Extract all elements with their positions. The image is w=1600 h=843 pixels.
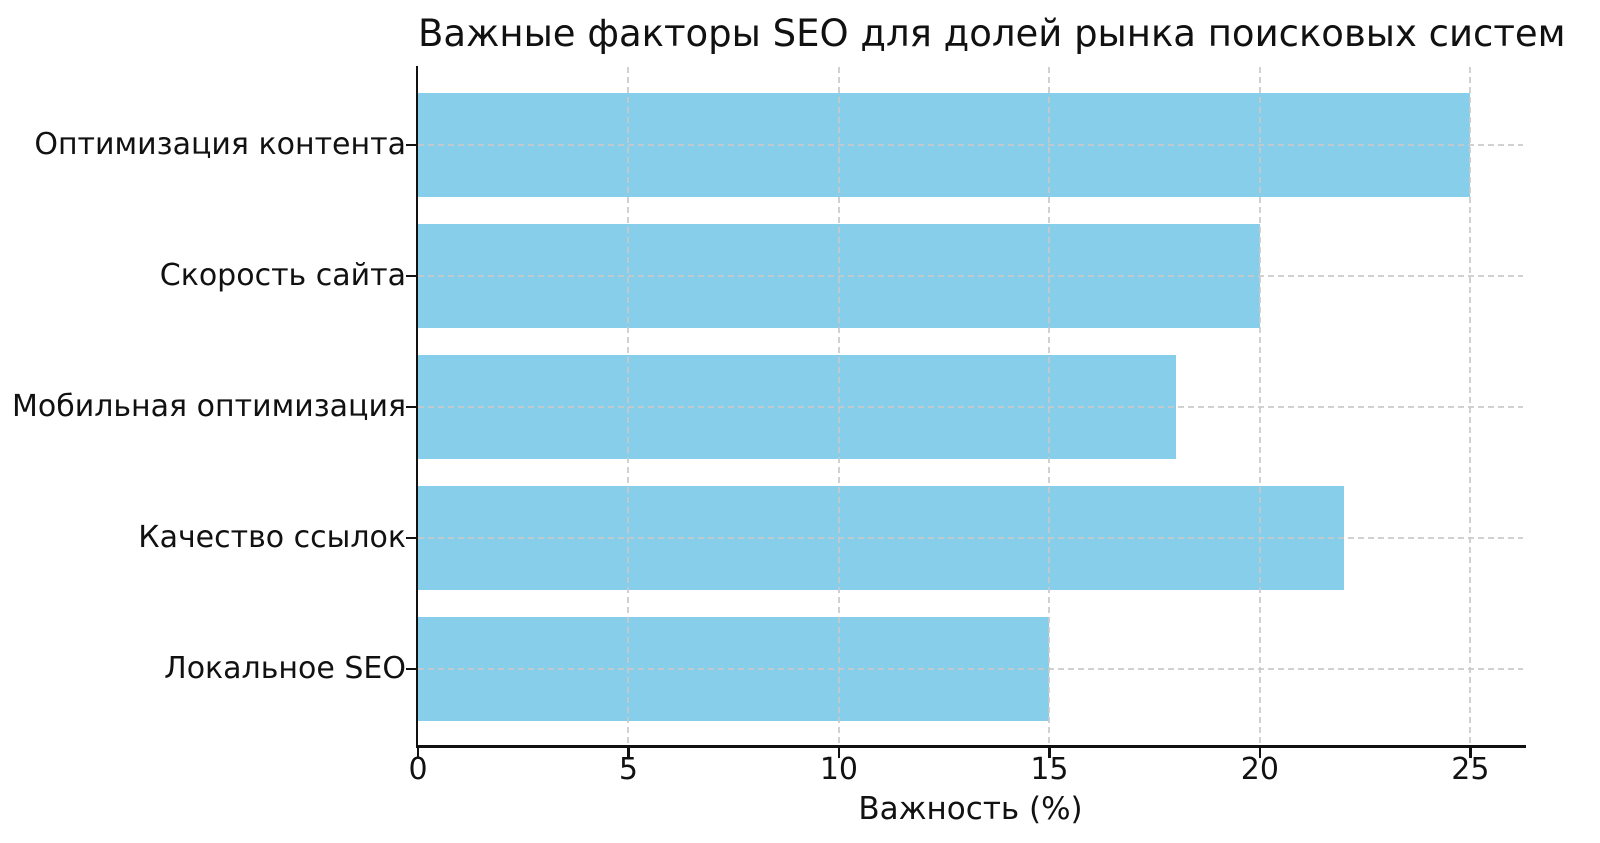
- x-tick-label: 5: [618, 752, 639, 787]
- y-tick-label: Качество ссылок: [138, 520, 406, 556]
- x-tick-label: 10: [819, 752, 859, 787]
- y-tick-mark: [405, 536, 416, 540]
- x-axis-label: Важность (%): [858, 791, 1083, 827]
- y-tick-label: Локальное SEO: [164, 651, 406, 687]
- y-tick-mark: [405, 667, 416, 671]
- h-gridline: [418, 668, 1523, 671]
- x-tick-label: 20: [1240, 752, 1279, 787]
- x-tick-label: 25: [1451, 752, 1490, 787]
- plot-area: [418, 67, 1523, 747]
- x-tick-mark: [1469, 747, 1472, 758]
- x-tick-mark: [627, 747, 630, 758]
- y-tick-label: Мобильная оптимизация: [11, 389, 406, 424]
- h-gridline: [418, 406, 1523, 408]
- x-tick-mark: [1258, 747, 1262, 758]
- x-tick-mark: [1048, 747, 1051, 758]
- y-tick-label: Скорость сайта: [159, 257, 406, 293]
- x-axis-spine: [415, 745, 1526, 748]
- x-tick-label: 0: [408, 752, 428, 787]
- x-tick-label: 15: [1030, 752, 1069, 787]
- y-tick-mark: [405, 274, 416, 278]
- y-tick-label: Оптимизация контента: [34, 126, 406, 162]
- y-axis-spine: [415, 66, 418, 748]
- x-tick-mark: [837, 747, 841, 758]
- x-tick-mark: [416, 747, 420, 758]
- h-gridline: [418, 143, 1523, 146]
- y-tick-mark: [405, 143, 416, 147]
- y-tick-mark: [405, 405, 416, 409]
- h-gridline: [418, 537, 1523, 540]
- chart-title: Важные факторы SEO для долей рынка поиск…: [418, 12, 1566, 55]
- h-gridline: [418, 274, 1523, 277]
